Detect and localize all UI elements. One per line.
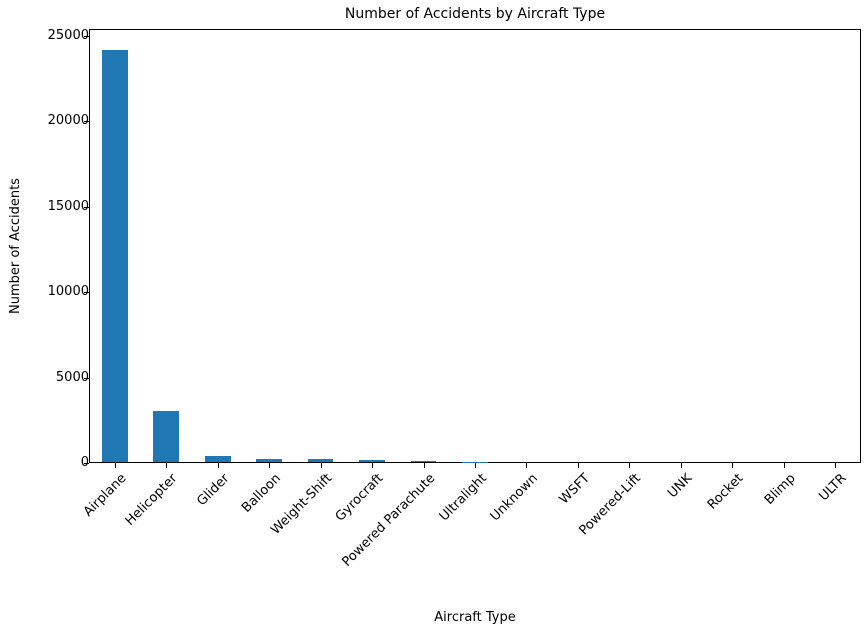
y-axis-label: Number of Accidents xyxy=(8,178,23,314)
y-tick-label: 25000 xyxy=(47,27,89,43)
x-tick-mark xyxy=(732,463,734,468)
bar-glider xyxy=(204,455,231,462)
x-tick-label: Blimp xyxy=(761,471,799,508)
x-tick-mark xyxy=(166,463,168,468)
x-tick-label: Helicopter xyxy=(122,471,181,529)
y-tick-mark xyxy=(84,377,89,379)
x-tick-mark xyxy=(577,463,579,468)
y-tick-mark xyxy=(84,35,89,37)
x-tick-mark xyxy=(114,463,116,468)
bar-helicopter xyxy=(153,410,180,462)
x-tick-mark xyxy=(423,463,425,468)
bar-powered-parachute xyxy=(410,461,437,462)
x-tick-label: Gyrocraft xyxy=(332,471,387,525)
y-tick-label: 0 xyxy=(80,455,89,470)
y-tick-mark xyxy=(84,463,89,464)
y-tick-mark xyxy=(84,121,89,123)
x-tick-label: Powered Parachute xyxy=(339,471,438,570)
x-tick-label: UNK xyxy=(664,471,696,502)
x-tick-mark xyxy=(320,463,322,468)
x-tick-mark xyxy=(783,463,785,468)
y-tick-label: 15000 xyxy=(47,198,89,214)
x-tick-mark xyxy=(526,463,528,468)
x-tick-mark xyxy=(217,463,219,468)
x-tick-mark xyxy=(372,463,374,468)
x-tick-label: Balloon xyxy=(239,471,284,516)
y-tick-mark xyxy=(84,292,89,294)
x-tick-mark xyxy=(269,463,271,468)
bar-airplane xyxy=(101,50,128,462)
x-tick-mark xyxy=(680,463,682,468)
x-tick-mark xyxy=(475,463,476,468)
x-tick-label: Airplane xyxy=(80,471,130,520)
y-tick-label: 10000 xyxy=(47,284,89,300)
plot-area xyxy=(89,29,861,463)
x-tick-label: Glider xyxy=(194,471,233,510)
bar-balloon xyxy=(256,459,282,462)
x-tick-mark xyxy=(835,463,837,468)
x-tick-label: Unknown xyxy=(488,471,542,525)
bar-gyrocraft xyxy=(359,460,385,462)
bar-weight-shift xyxy=(307,459,334,462)
x-tick-label: WSFT xyxy=(556,471,593,508)
x-tick-label: Ultralight xyxy=(436,471,490,525)
y-tick-label: 20000 xyxy=(47,113,89,129)
x-tick-label: ULTR xyxy=(816,471,850,505)
y-tick-label: 5000 xyxy=(55,369,89,385)
y-tick-mark xyxy=(84,206,89,208)
x-tick-label: Rocket xyxy=(705,471,747,513)
chart-title: Number of Accidents by Aircraft Type xyxy=(344,6,606,22)
x-axis-label: Aircraft Type xyxy=(434,610,516,625)
x-tick-mark xyxy=(629,463,631,468)
